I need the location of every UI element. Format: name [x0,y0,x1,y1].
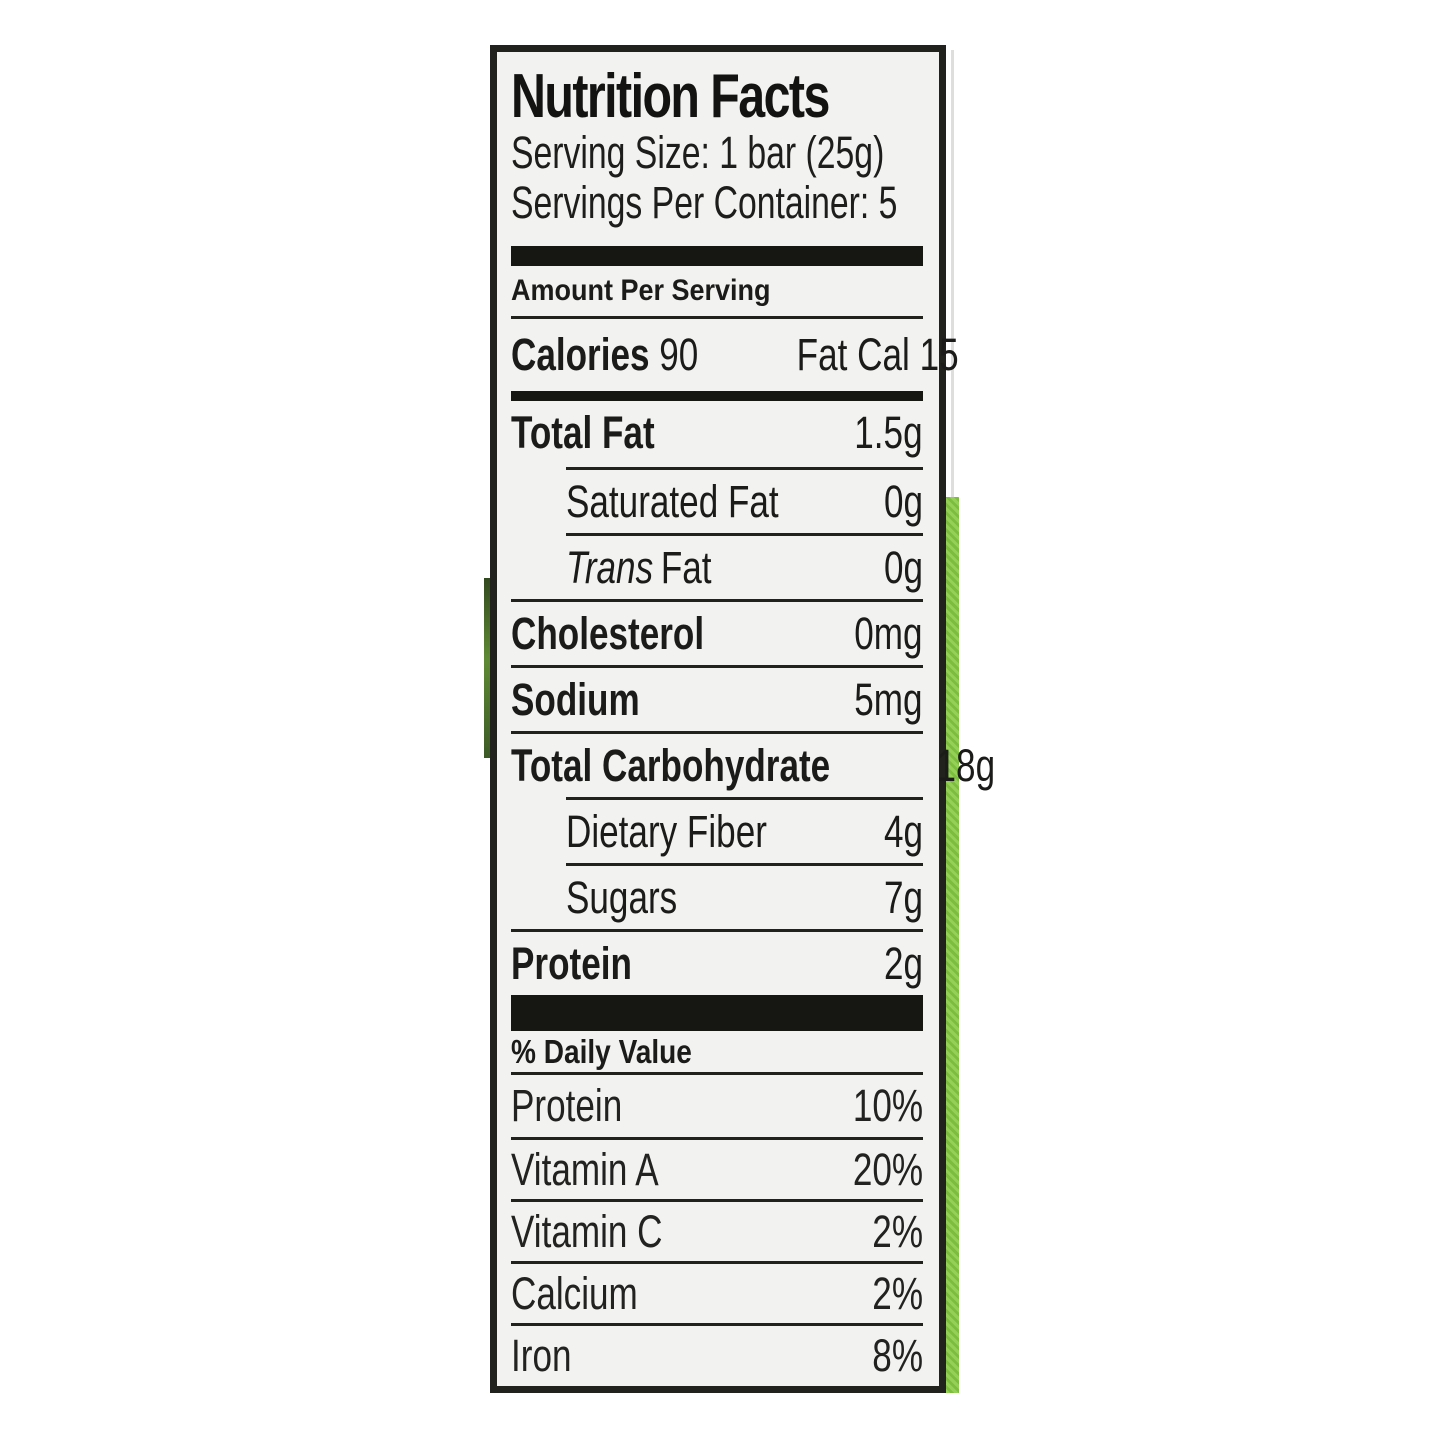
nutrient-label: Total Fat [511,406,655,458]
separator-rule [511,1261,923,1264]
daily-value-label: Calcium [511,1267,638,1319]
serving-size-text: Serving Size: 1 bar (25g) [511,127,885,178]
nutrient-row-dietary-fiber: Dietary Fiber 4g [511,797,923,863]
nutrient-value: 0g [883,541,923,593]
daily-value-label: Protein [511,1080,623,1131]
nutrient-row-saturated-fat: Saturated Fat 0g [511,467,923,533]
calories-left: Calories 90 [511,329,698,381]
nutrient-row-total-fat: Total Fat 1.5g [511,401,923,467]
daily-value-row-vitamin-a: Vitamin A 20% [511,1137,923,1199]
nutrition-facts-title: Nutrition Facts [511,66,923,128]
nutrient-value: 5mg [854,673,923,725]
nutrient-label: Sodium [511,673,640,725]
separator-rule [511,731,923,734]
servings-per-container-text: Servings Per Container: 5 [511,177,898,228]
separator-bar-thick [511,995,923,1031]
nutrition-facts-title-text: Nutrition Facts [511,62,830,131]
daily-value-row-iron: Iron 8% [511,1323,923,1385]
nutrient-value: 18g [936,739,996,791]
nutrient-label: Sugars [566,871,678,923]
separator-rule [511,929,923,932]
package-green-sliver [484,578,491,758]
separator-rule [511,1323,923,1326]
servings-per-container-line: Servings Per Container: 5 [511,178,923,228]
package-edge-line [951,50,954,497]
nutrient-label: Saturated Fat [566,475,779,527]
separator-bar-medium [511,391,923,401]
daily-value-label: Vitamin C [511,1205,663,1257]
fat-cal-label: Fat Cal [796,329,910,380]
serving-size-line: Serving Size: 1 bar (25g) [511,128,923,178]
nutrient-row-sodium: Sodium 5mg [511,665,923,731]
nutrition-facts-panel: Nutrition Facts Serving Size: 1 bar (25g… [490,45,995,1393]
daily-value-percent: 2% [872,1267,923,1319]
nutrient-row-protein: Protein 2g [511,929,923,995]
nutrient-row-sugars: Sugars 7g [511,863,923,929]
daily-value-percent: 20% [852,1143,923,1195]
calories-row: Calories 90 Fat Cal 15 [511,319,959,391]
nutrient-row-cholesterol: Cholesterol 0mg [511,599,923,665]
separator-rule-indented [566,533,923,536]
daily-value-row-protein: Protein 10% [511,1075,923,1137]
trans-italic: Trans [566,541,654,593]
calories-value: 90 [659,329,699,380]
daily-value-header: % Daily Value [511,1031,923,1075]
separator-rule [511,599,923,602]
package-green-strip [946,497,959,1393]
nutrient-value: 1.5g [854,406,923,458]
nutrient-row-total-carbohydrate: Total Carbohydrate 18g [511,731,995,797]
daily-value-percent: 2% [872,1205,923,1257]
daily-value-percent: 8% [872,1329,923,1381]
amount-per-serving-header: Amount Per Serving [511,274,923,319]
calories-label: Calories [511,329,650,380]
nutrient-label: Cholesterol [511,607,705,659]
separator-rule-indented [566,863,923,866]
trans-rest: Fat [660,541,712,593]
daily-value-label: Iron [511,1329,572,1381]
fat-cal-value: 15 [919,329,959,380]
daily-value-percent: 10% [852,1080,923,1131]
daily-value-header-text: % Daily Value [511,1032,692,1070]
separator-rule-indented [566,467,923,470]
nutrient-label: Dietary Fiber [566,805,767,857]
nutrient-value: 4g [883,805,923,857]
daily-value-row-calcium: Calcium 2% [511,1261,923,1323]
separator-rule [511,1137,923,1140]
separator-rule-indented [566,797,923,800]
nutrient-value: 0mg [854,607,923,659]
separator-rule [511,665,923,668]
amount-per-serving-text: Amount Per Serving [511,274,771,307]
nutrient-label: Total Carbohydrate [511,739,831,791]
daily-value-row-vitamin-c: Vitamin C 2% [511,1199,923,1261]
nutrient-row-trans-fat: Trans Fat 0g [511,533,923,599]
separator-rule [511,1199,923,1202]
daily-value-label: Vitamin A [511,1143,659,1195]
nutrient-label: Protein [511,937,632,989]
nutrient-label: Trans Fat [566,542,712,594]
nutrient-value: 7g [883,871,923,923]
fat-calories: Fat Cal 15 [797,329,959,381]
nutrient-value: 2g [883,937,923,989]
nutrient-value: 0g [883,475,923,527]
separator-bar-thick [511,246,923,266]
